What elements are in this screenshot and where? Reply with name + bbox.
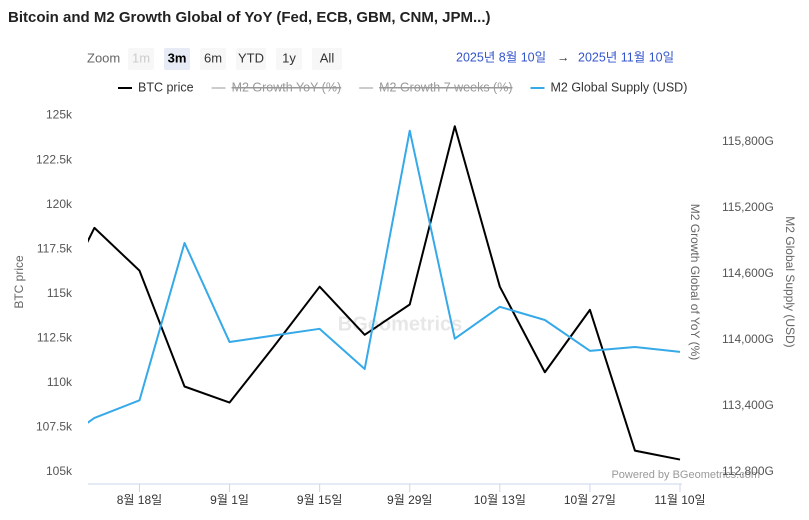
y-tick-label: 115k [47,286,73,300]
series-line [88,129,681,424]
credits: Powered by BGeometrics.com [611,469,760,481]
y2-tick-label: 112,800G [722,464,774,478]
zoom-button[interactable] [312,48,342,70]
y2-tick-label: 115,200G [722,200,774,214]
zoom-button-label: 1m [132,50,150,65]
y-tick-label: 112.5k [37,331,73,345]
x-tick-label: 8월 18일 [117,493,162,507]
y2-tick-label: 115,800G [722,134,774,148]
y2-tick-label: 113,400G [722,398,774,412]
y-tick-label: 105k [46,464,73,478]
legend-label[interactable]: BTC price [138,80,194,94]
plot-area [88,125,681,461]
y-tick-label: 110k [47,375,73,389]
zoom-button[interactable] [164,48,190,70]
zoom-button[interactable] [236,48,266,70]
x-tick-label: 11월 10일 [654,493,705,507]
zoom-button[interactable] [276,48,302,70]
y-tick-label: 125k [46,108,73,122]
zoom-label: Zoom [87,50,120,65]
legend-label[interactable]: M2 Growth 7 weeks (%) [379,80,512,94]
range-to: 2025년 11월 10일 [578,50,674,64]
zoom-button-label[interactable]: 6m [204,50,222,65]
chart-title: Bitcoin and M2 Growth Global of YoY (Fed… [8,9,491,26]
zoom-button-label[interactable]: YTD [238,50,264,65]
y2-tick-label: 114,000G [722,332,774,346]
y-tick-label: 117.5k [37,241,73,255]
x-tick-label: 10월 27일 [564,493,616,507]
y-tick-label: 120k [46,197,73,211]
watermark: BGeometrics [338,313,463,335]
y-tick-label: 107.5k [36,420,73,434]
y2-axis-title: M2 Global Supply (USD) [783,216,797,347]
y-axis-title: BTC price [12,255,26,309]
legend-label[interactable]: M2 Growth YoY (%) [232,80,342,94]
x-tick-label: 9월 1일 [210,493,249,507]
y2-axis-title: M2 Growth Global of YoY (%) [688,204,702,361]
zoom-button-label[interactable]: All [320,50,335,65]
range-from: 2025년 8월 10일 [456,50,546,64]
range-arrow: → [557,50,570,64]
zoom-button[interactable] [200,48,226,70]
y2-tick-label: 114,600G [722,266,774,280]
legend-label[interactable]: M2 Global Supply (USD) [551,80,688,94]
x-tick-label: 10월 13일 [474,493,526,507]
x-tick-label: 9월 15일 [297,493,342,507]
x-tick-label: 9월 29일 [387,493,432,507]
zoom-button-label[interactable]: 1y [282,50,296,65]
zoom-button [128,48,154,70]
series-line [88,125,681,461]
zoom-button-label[interactable]: 3m [168,50,187,65]
y-tick-label: 122.5k [36,152,73,166]
